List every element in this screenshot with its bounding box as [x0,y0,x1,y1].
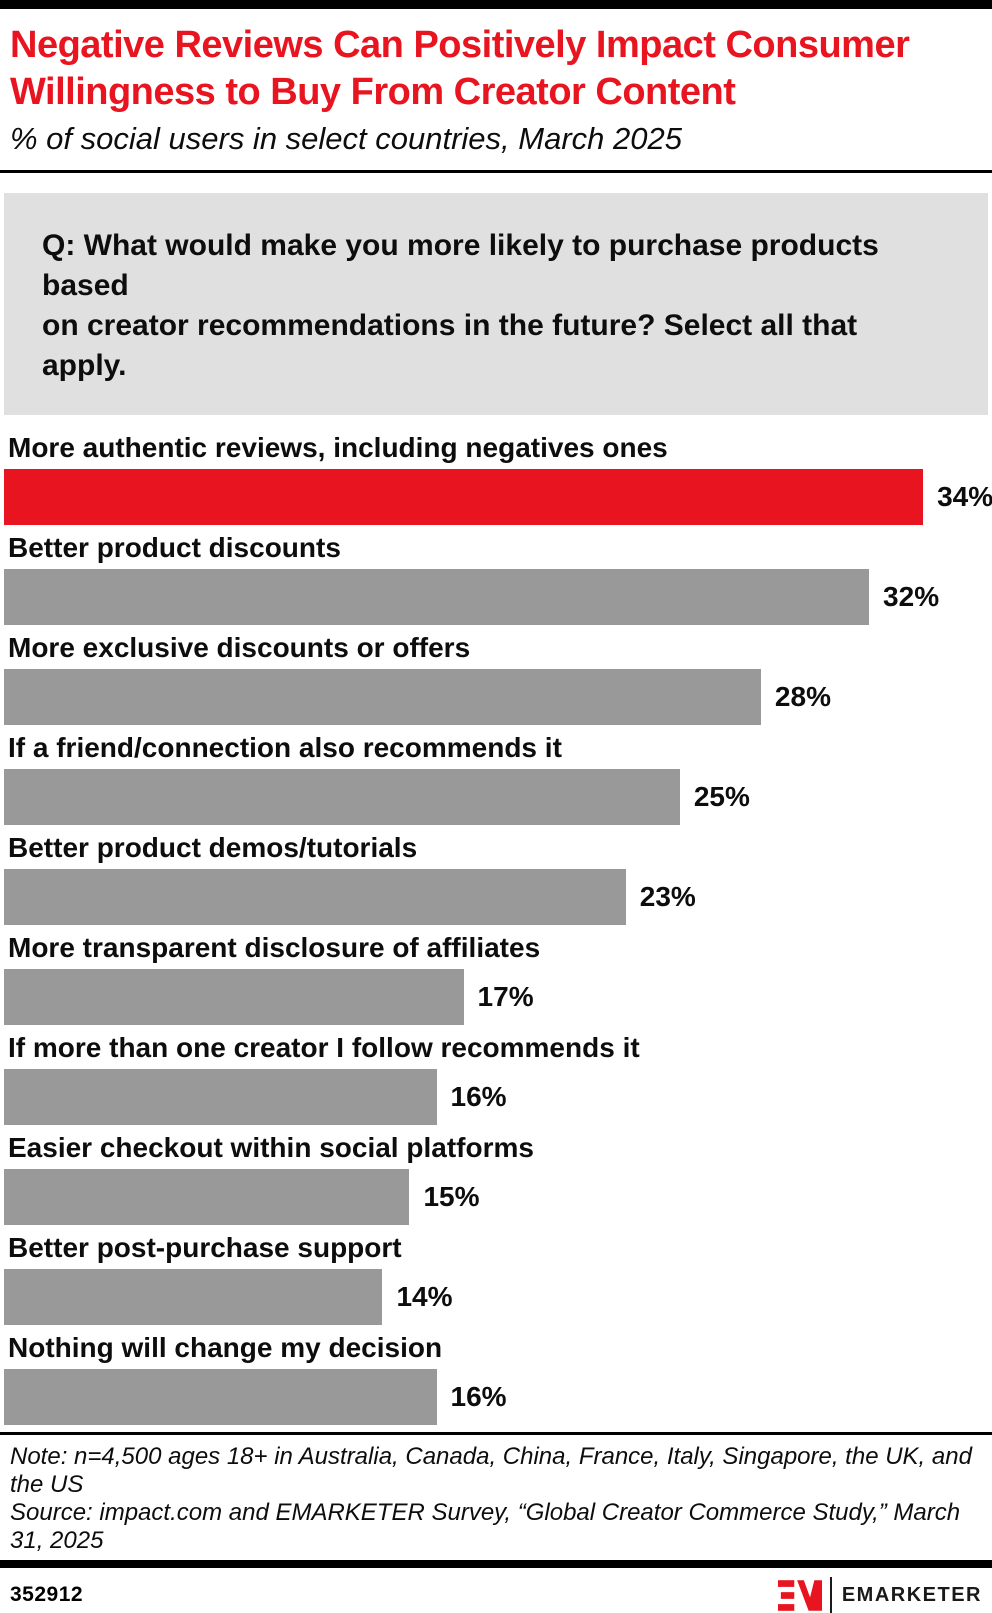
bar-line: 14% [4,1269,988,1325]
footer: 352912 EMARKETER [0,1568,992,1613]
bar-value: 28% [774,681,831,712]
bar [4,969,464,1025]
bar-label: Better product discounts [8,532,341,563]
brand-name: EMARKETER [841,1583,982,1606]
bar-line: 32% [4,569,988,625]
bar-line: 17% [4,969,988,1025]
bar-line: 16% [4,1369,988,1425]
page-title-line-2: Willingness to Buy From Creator Content [10,71,736,113]
chart-header: Negative Reviews Can Positively Impact C… [0,9,992,160]
bar-value: 16% [450,1381,507,1412]
bar-label: More exclusive discounts or offers [8,632,471,663]
bar [4,1169,410,1225]
bar-value: 14% [396,1281,453,1312]
bar-label: Easier checkout within social platforms [8,1132,534,1163]
survey-question-line-1: Q: What would make you more likely to pu… [42,229,879,302]
survey-question-line-2: on creator recommendations in the future… [42,309,858,382]
bar-chart: More authentic reviews, including negati… [4,431,992,1425]
bar-row: More exclusive discounts or offers 28% [4,631,988,725]
bar-line: 25% [4,769,988,825]
page-title: Negative Reviews Can Positively Impact C… [10,22,982,116]
bar-row: If a friend/connection also recommends i… [4,731,988,825]
bar-value: 34% [937,481,992,512]
bar-row: More authentic reviews, including negati… [4,431,992,525]
bar-value: 15% [423,1181,480,1212]
bar-value: 17% [477,981,534,1012]
bar [4,469,924,525]
note-text: Note: n=4,500 ages 18+ in Australia, Can… [10,1443,972,1498]
bar [4,569,870,625]
bar-line: 16% [4,1069,988,1125]
bar-value: 25% [693,781,750,812]
notes-divider [0,1432,992,1435]
emarketer-em-icon [777,1579,822,1611]
header-divider [0,170,992,173]
chart-id: 352912 [10,1583,84,1606]
survey-question-box: Q: What would make you more likely to pu… [4,193,988,415]
bar [4,1069,437,1125]
bar-line: 23% [4,869,988,925]
bar-row: Better product discounts 32% [4,531,988,625]
bar-line: 34% [4,469,992,525]
brand-logo: EMARKETER [777,1577,982,1613]
bar-row: More transparent disclosure of affiliate… [4,931,988,1025]
notes-block: Note: n=4,500 ages 18+ in Australia, Can… [0,1435,992,1555]
bar-row: Better product demos/tutorials 23% [4,831,988,925]
bar-label: Nothing will change my decision [8,1332,443,1363]
bar-row: Better post-purchase support 14% [4,1231,988,1325]
bar-label: Better product demos/tutorials [8,832,418,863]
bar-line: 28% [4,669,988,725]
bar-label: Better post-purchase support [8,1232,402,1263]
bar-row: If more than one creator I follow recomm… [4,1031,988,1125]
bar [4,1269,383,1325]
bar-label: More authentic reviews, including negati… [8,432,668,463]
bar-label: More transparent disclosure of affiliate… [8,932,541,963]
bar-label: If a friend/connection also recommends i… [8,732,562,763]
footer-divider [0,1560,992,1568]
bar-value: 16% [450,1081,507,1112]
bar [4,1369,437,1425]
logo-divider [829,1577,832,1613]
bar-value: 32% [883,581,940,612]
bar [4,869,626,925]
source-text: Source: impact.com and EMARKETER Survey,… [10,1499,961,1554]
bar-line: 15% [4,1169,988,1225]
bar [4,769,680,825]
bar-value: 23% [639,881,696,912]
bar [4,669,761,725]
bar-row: Easier checkout within social platforms … [4,1131,988,1225]
bar-row: Nothing will change my decision 16% [4,1331,988,1425]
top-accent-bar [0,0,992,9]
page-subtitle: % of social users in select countries, M… [10,121,682,156]
page-title-line-1: Negative Reviews Can Positively Impact C… [10,24,910,66]
bar-label: If more than one creator I follow recomm… [8,1032,640,1063]
